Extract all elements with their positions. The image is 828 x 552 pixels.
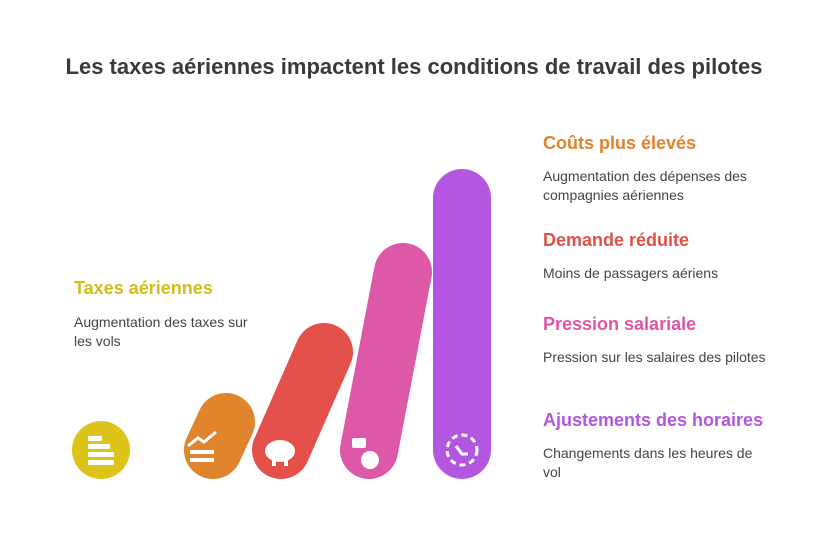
- icons: [88, 430, 479, 469]
- source-description: Augmentation des taxes sur les vols: [74, 314, 248, 349]
- title: Les taxes aériennes impactent les condit…: [65, 54, 763, 79]
- effect-description: Moins de passagers aériens: [543, 265, 719, 281]
- step-pink: [340, 243, 432, 479]
- effect-description: Changements dans les heures de vol: [543, 445, 753, 480]
- effect-description: Augmentation des dépenses des compagnies…: [543, 168, 747, 203]
- step-orange: [184, 393, 255, 479]
- effect-title: Pression salariale: [543, 314, 697, 334]
- source-title: Taxes aériennes: [74, 278, 213, 298]
- effect-title: Ajustements des horaires: [543, 410, 764, 430]
- effect-description: Pression sur les salaires des pilotes: [543, 349, 766, 365]
- step-red: [252, 323, 353, 479]
- effect-title: Coûts plus élevés: [543, 133, 697, 153]
- step-yellow: [72, 421, 130, 479]
- effect-title: Demande réduite: [543, 230, 690, 250]
